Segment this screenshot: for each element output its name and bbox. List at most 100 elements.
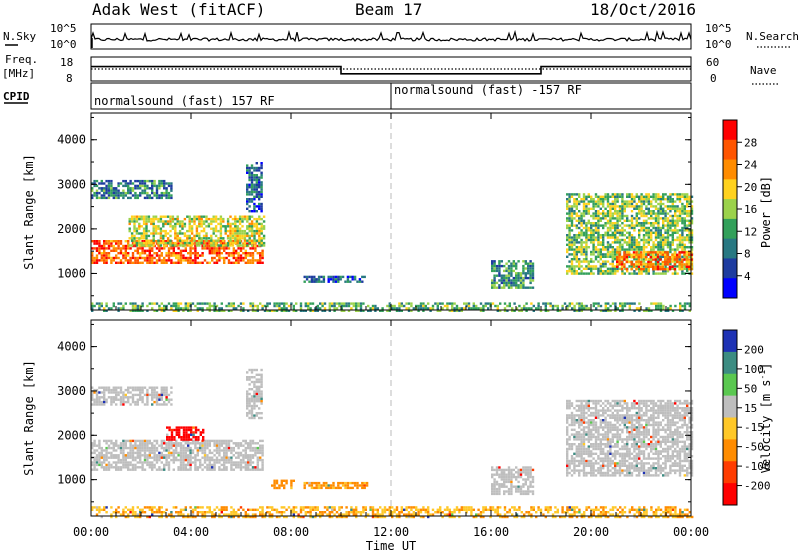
x-tick-2: 08:00 [273, 525, 309, 539]
velocity-panel: 4000 3000 2000 1000 Slant Range [km] 200 100… [22, 319, 773, 519]
power-frame [90, 112, 692, 311]
nsearch-tick-bottom: 10^0 [705, 38, 732, 51]
beam-title: Beam 17 [355, 0, 422, 19]
x-tick-0: 00:00 [73, 525, 109, 539]
velocity-y-axis: 4000 3000 2000 1000 [57, 323, 691, 503]
velocity-region-8 [91, 506, 694, 519]
velocity-region-0 [91, 439, 264, 471]
power-yticks-label-3: 1000 [57, 266, 86, 280]
vel-yticks-label-1: 3000 [57, 384, 86, 398]
velocity-colorbar-label-sup: -1 [758, 370, 767, 380]
freq-label: Freq. [5, 53, 38, 66]
power-cbar-swatch-8 [723, 278, 737, 299]
nsky-panel: N.Sky 10^5 10^0 10^5 10^0 N.Search [3, 22, 799, 51]
freq-frame [90, 56, 692, 82]
date-title: 18/Oct/2016 [590, 0, 696, 19]
x-tick-3: 12:00 [373, 525, 409, 539]
power-ylabel: Slant Range [km] [22, 154, 36, 270]
power-region-3 [246, 162, 263, 213]
nave-tick-top: 60 [706, 56, 719, 69]
power-cbar-swatch-4 [723, 199, 737, 220]
power-cbar-swatch-1 [723, 139, 737, 161]
vel-cbar-swatch-3 [723, 395, 737, 418]
nsky-tick-bottom: 10^0 [50, 38, 77, 51]
vel-yticks-label-2: 2000 [57, 428, 86, 442]
frequency-panel: Freq. [MHz] 18 8 60 0 Nave [2, 53, 778, 85]
velocity-frame [90, 319, 692, 517]
velocity-region-7 [566, 399, 694, 477]
power-region-7 [616, 251, 693, 271]
vel-cbar-swatch-5 [723, 439, 737, 462]
vel-yticks-label-3: 1000 [57, 473, 86, 487]
x-tick-6: 00:00 [673, 525, 709, 539]
velocity-ylabel: Slant Range [km] [22, 360, 36, 476]
power-cbar-swatch-6 [723, 238, 737, 259]
vel-yticks-label-0: 4000 [57, 340, 86, 354]
velocity-region-3 [246, 368, 263, 420]
frequency-line [91, 65, 691, 75]
power-colorbar: 28 24 20 16 12 8 4 [722, 119, 758, 299]
velocity-region-5 [303, 481, 369, 490]
velocity-region-6 [491, 466, 535, 496]
freq-tick-top: 18 [60, 56, 73, 69]
velocity-region-4 [271, 479, 295, 490]
station-title: Adak West (fitACF) [92, 0, 265, 19]
cpid-segment-2: normalsound (fast) -157 RF [394, 83, 582, 97]
vel-cbar-swatch-6 [723, 461, 737, 484]
power-cbar-swatch-0 [723, 120, 737, 141]
power-cbar-tick-5: 8 [744, 248, 751, 261]
power-y-axis: 4000 3000 2000 1000 [57, 116, 691, 297]
nsky-label: N.Sky [3, 30, 36, 43]
cpid-label: CPID [3, 90, 30, 103]
power-cbar-tick-0: 28 [744, 136, 757, 149]
vel-cbar-swatch-4 [723, 417, 737, 440]
power-cbar-tick-1: 24 [744, 159, 758, 172]
x-tick-4: 16:00 [473, 525, 509, 539]
x-axis-label: Time UT [366, 539, 417, 553]
vel-cbar-tick-5: -50 [744, 441, 764, 454]
velocity-heatmap [91, 368, 694, 519]
nsearch-label: N.Search [746, 30, 799, 43]
velocity-region-1 [91, 386, 173, 406]
power-region-5 [491, 260, 535, 289]
vel-cbar-swatch-1 [723, 351, 737, 375]
power-cbar-swatch-5 [723, 218, 737, 240]
vel-cbar-swatch-0 [723, 330, 737, 353]
freq-tick-bottom: 8 [66, 72, 73, 85]
power-yticks-label-1: 3000 [57, 177, 86, 191]
vel-cbar-swatch-2 [723, 373, 737, 397]
nsky-frame [90, 23, 692, 50]
vel-cbar-tick-3: 15 [744, 402, 757, 415]
power-yticks-label-0: 4000 [57, 133, 86, 147]
vel-cbar-swatch-7 [723, 483, 737, 506]
time-x-axis: 00:00 04:00 08:00 12:00 16:00 20:00 00:00 [73, 113, 709, 539]
nsky-line [90, 29, 692, 43]
cpid-panel: CPID normalsound (fast) 157 RF normalsou… [3, 82, 692, 110]
power-heatmap [91, 162, 694, 312]
nave-tick-bottom: 0 [710, 72, 717, 85]
vel-cbar-tick-0: 200 [744, 343, 764, 356]
cpid-segment-1: normalsound (fast) 157 RF [94, 94, 275, 108]
power-cbar-swatch-3 [723, 179, 737, 200]
vel-cbar-tick-7: -200 [744, 480, 771, 493]
power-region-2 [91, 179, 173, 200]
power-cbar-tick-6: 4 [744, 270, 751, 283]
power-colorbar-label: Power [dB] [759, 176, 773, 248]
velocity-region-2 [166, 426, 205, 441]
nsky-tick-top: 10^5 [50, 22, 77, 35]
vel-cbar-tick-4: -15 [744, 421, 764, 434]
power-yticks-label-2: 2000 [57, 222, 86, 236]
power-cbar-tick-3: 16 [744, 203, 757, 216]
vel-cbar-tick-1: 100 [744, 363, 764, 376]
vel-cbar-tick-2: 50 [744, 382, 757, 395]
velocity-colorbar-label-main: Velocity [m s [759, 379, 773, 473]
nsky-trace [90, 29, 692, 48]
power-cbar-tick-2: 20 [744, 181, 757, 194]
power-region-8 [91, 302, 691, 312]
power-panel: 4000 3000 2000 1000 Slant Range [km] 28 24 20… [22, 112, 773, 312]
velocity-colorbar-label-end: ] [759, 363, 773, 370]
velocity-colorbar: 200 100 50 15 -15 -50 -100 -200 [722, 329, 771, 506]
power-region-1 [128, 215, 266, 247]
velocity-colorbar-label: Velocity [m s-1] [758, 363, 773, 474]
